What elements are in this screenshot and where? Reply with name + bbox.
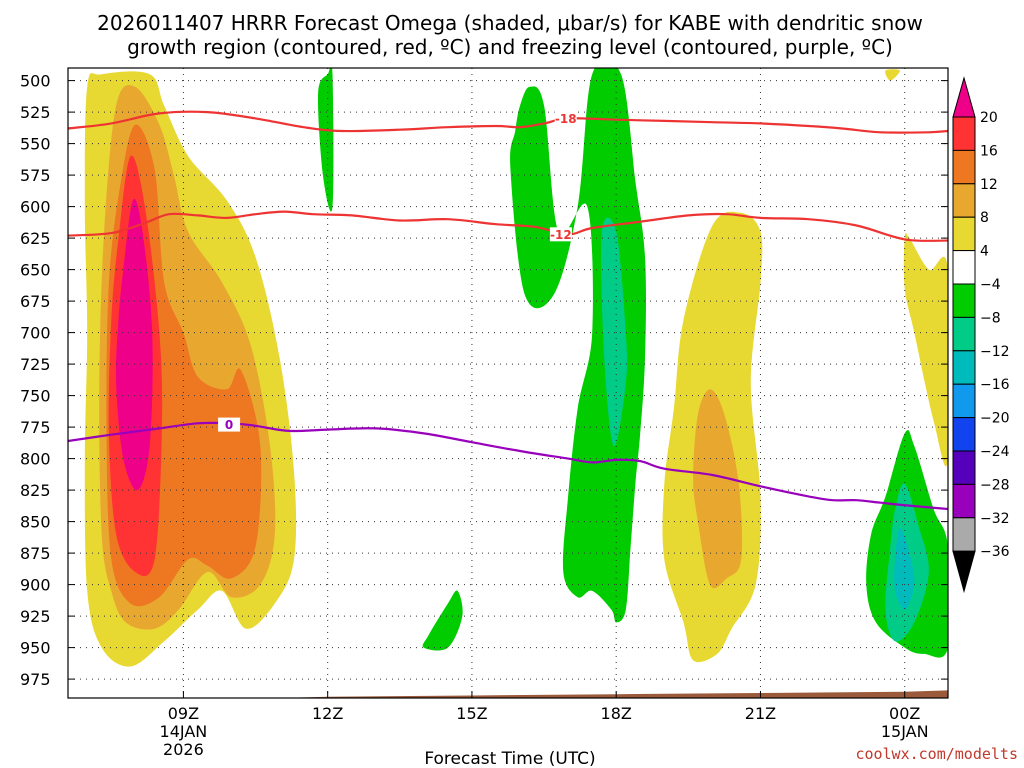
colorbar-swatch (952, 316, 976, 352)
omega-region-15 (894, 527, 915, 610)
chart-title-line1: 2026011407 HRRR Forecast Omega (shaded, … (97, 11, 923, 35)
y-tick-label: 550 (20, 135, 51, 154)
x-tick-label: 09Z (168, 704, 199, 723)
contour-label: -12 (550, 228, 572, 242)
colorbar-swatch (952, 116, 976, 151)
colorbar-label: −28 (980, 477, 1010, 493)
omega-region-10 (510, 68, 646, 623)
plot-frame (67, 67, 949, 699)
colorbar-label: −20 (980, 411, 1010, 427)
omega-region-4 (115, 198, 153, 491)
colorbar-swatch (952, 350, 976, 385)
dgz-contour-m18 (68, 110, 948, 134)
colorbar-swatch (952, 383, 976, 419)
colorbar-swatch (952, 149, 976, 185)
dgz-contour-m12 (68, 210, 948, 242)
omega-region-8 (885, 69, 900, 81)
colorbar-swatch (952, 483, 976, 519)
colorbar-label: −12 (980, 344, 1010, 360)
credit-text[interactable]: coolwx.com/modelts (855, 745, 1018, 763)
y-tick-label: 500 (20, 72, 51, 91)
x-tick-label: 21Z (745, 704, 776, 723)
contour-label: 0 (225, 418, 233, 432)
colorbar-label: −4 (980, 277, 1001, 293)
colorbar-label: −24 (980, 444, 1010, 460)
y-tick-label: 850 (20, 513, 51, 532)
y-tick-label: 675 (20, 292, 51, 311)
x-tick-year: 2026 (163, 740, 204, 759)
colorbar-swatch (952, 450, 976, 485)
x-tick-label: 12Z (312, 704, 343, 723)
colorbar-label: −32 (980, 511, 1010, 527)
colorbar-label: −16 (980, 377, 1010, 393)
y-tick-label: 525 (20, 103, 51, 122)
contour-label-bg (218, 417, 241, 432)
y-tick-label: 600 (20, 198, 51, 217)
y-tick-label: 775 (20, 418, 51, 437)
y-tick-label: 750 (20, 387, 51, 406)
colorbar-swatch (952, 417, 976, 452)
colorbar-label: 8 (980, 210, 989, 226)
colorbar-top-arrow (952, 76, 976, 118)
omega-region-11 (422, 590, 463, 651)
colorbar-bottom-arrow (952, 550, 976, 594)
colorbar-swatch (952, 183, 976, 218)
y-tick-label: 975 (20, 670, 51, 689)
colorbar-swatch (952, 216, 976, 252)
omega-region-6 (693, 389, 743, 589)
y-tick-label: 875 (20, 544, 51, 563)
colorbar-label: −36 (980, 544, 1010, 560)
colorbar-label: 20 (980, 110, 998, 126)
y-axis: 500 525 550 575 600 625 650 675 700 725 750 775 800 8… (20, 72, 948, 689)
y-tick-label: 950 (20, 639, 51, 658)
colorbar: 20 16 12 8 4 −4 −8 −12 −16 −20 −24 −28 −32 −36 (952, 76, 1010, 594)
x-tick-label: 15Z (456, 704, 487, 723)
y-tick-label: 650 (20, 261, 51, 280)
colorbar-label: 4 (980, 244, 989, 260)
plot-area: -18 -12 0 (67, 67, 949, 699)
omega-region-7 (903, 233, 948, 467)
x-tick-date: 14JAN (160, 722, 208, 741)
colorbar-label: −8 (980, 310, 1001, 326)
contour-label-bg (549, 227, 572, 242)
x-tick-label: 00Z (889, 704, 920, 723)
y-tick-label: 800 (20, 450, 51, 469)
y-tick-label: 575 (20, 166, 51, 185)
chart-title-line2: growth region (contoured, red, ºC) and f… (127, 35, 893, 59)
x-tick-label: 18Z (601, 704, 632, 723)
x-axis-title: Forecast Time (UTC) (424, 749, 595, 768)
x-tick-date: 15JAN (881, 722, 929, 741)
contour-label: -18 (555, 112, 577, 126)
colorbar-swatch (952, 283, 976, 318)
y-tick-label: 625 (20, 229, 51, 248)
plot-inner: -18 -12 0 (68, 68, 948, 698)
contour-label-bg (554, 111, 577, 126)
omega-region-9 (317, 68, 334, 212)
y-tick-label: 925 (20, 607, 51, 626)
y-tick-label: 725 (20, 355, 51, 374)
colorbar-swatch (952, 517, 976, 552)
colorbar-label: 12 (980, 177, 998, 193)
colorbar-swatch (952, 250, 976, 285)
colorbar-label: 16 (980, 143, 998, 159)
y-tick-label: 900 (20, 576, 51, 595)
terrain-ground (279, 690, 948, 698)
y-tick-label: 700 (20, 324, 51, 343)
y-tick-label: 825 (20, 481, 51, 500)
omega-region-13 (601, 217, 628, 447)
